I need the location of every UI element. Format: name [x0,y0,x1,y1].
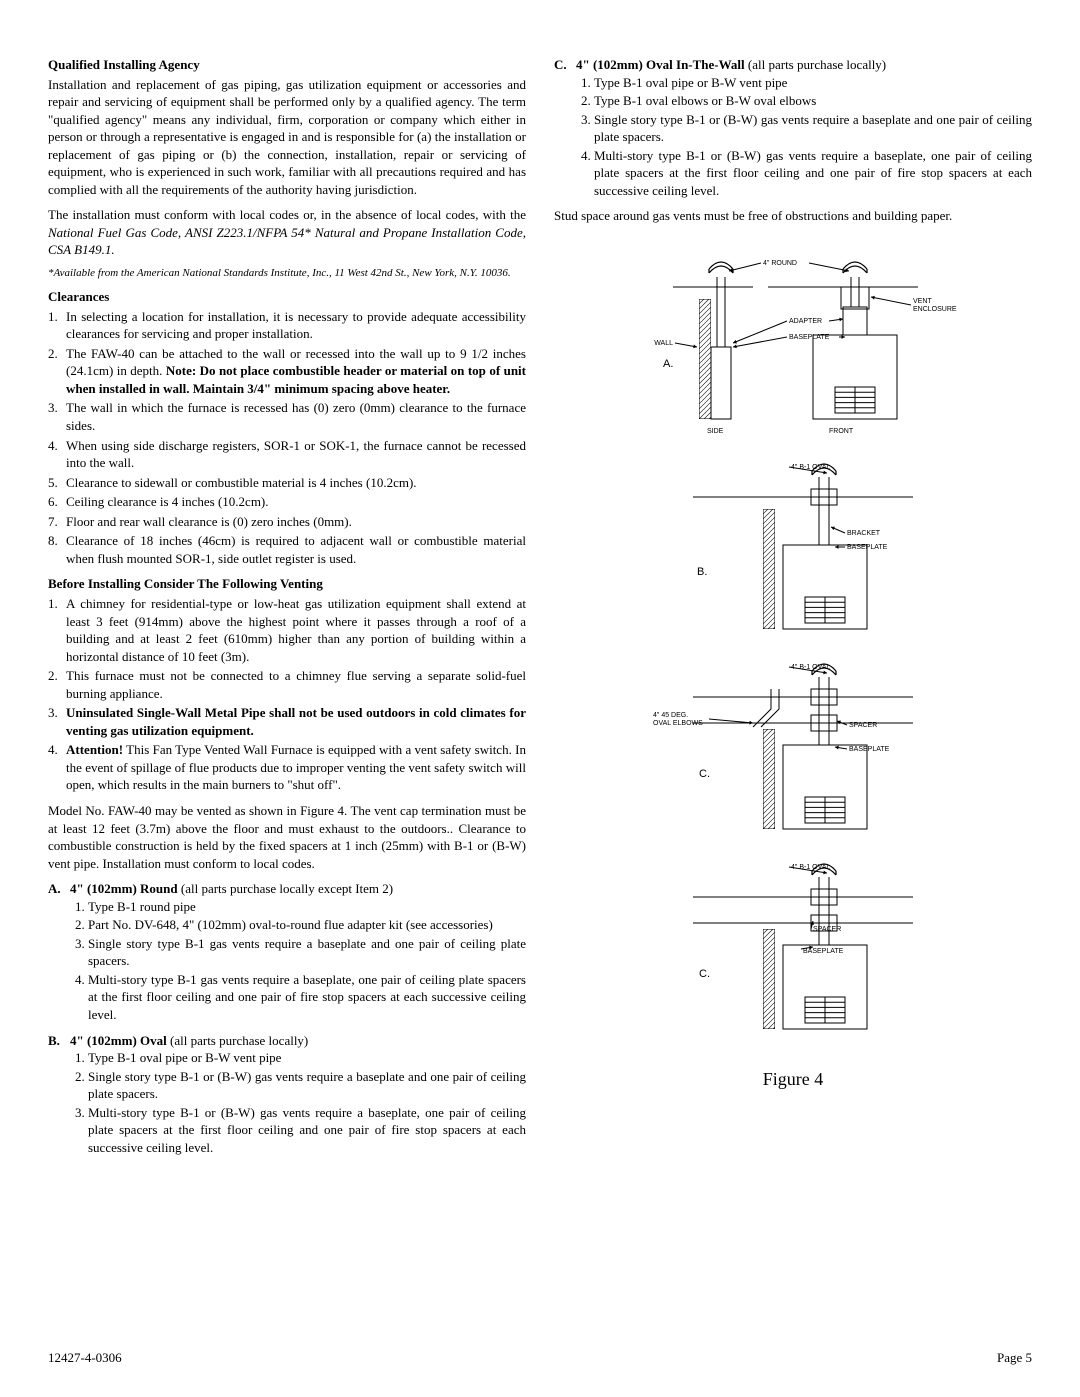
option-c: C.4" (102mm) Oval In-The-Wall (all parts… [554,56,1032,199]
list-item: 4.Attention! This Fan Type Vented Wall F… [48,741,526,794]
svg-text:4" 45 DEG.OVAL ELBOWS: 4" 45 DEG.OVAL ELBOWS [653,712,703,727]
list-item: 1.A chimney for residential-type or low-… [48,595,526,665]
svg-text:B.: B. [697,566,707,578]
footer-right: Page 5 [997,1349,1032,1367]
svg-text:SIDE: SIDE [707,428,724,435]
page-footer: 12427-4-0306 Page 5 [48,1349,1032,1367]
svg-text:4" ROUND: 4" ROUND [763,260,797,267]
svg-text:SPACER: SPACER [849,722,877,729]
svg-text:BRACKET: BRACKET [847,530,881,537]
footnote-ansi: *Available from the American National St… [48,267,526,280]
svg-text:BASEPLATE: BASEPLATE [847,544,888,551]
para-model: Model No. FAW-40 may be vented as shown … [48,802,526,872]
svg-text:SPACER: SPACER [813,926,841,933]
list-clearances: 1.In selecting a location for installati… [48,308,526,568]
footer-left: 12427-4-0306 [48,1349,122,1367]
para-qualified-agency: Installation and replacement of gas pipi… [48,76,526,199]
list-item: Multi-story type B-1 gas vents require a… [88,971,526,1024]
list-item: Part No. DV-648, 4" (102mm) oval-to-roun… [88,916,526,934]
heading-qualified-agency: Qualified Installing Agency [48,56,526,74]
list-item: Multi-story type B-1 or (B-W) gas vents … [88,1104,526,1157]
svg-text:FRONT: FRONT [829,428,854,435]
svg-text:WALL: WALL [654,340,673,347]
svg-text:C.: C. [699,768,710,780]
list-item: 5.Clearance to sidewall or combustible m… [48,474,526,492]
list-item: Single story type B-1 or (B-W) gas vents… [88,1068,526,1103]
list-item: 8.Clearance of 18 inches (46cm) is requi… [48,532,526,567]
para-stud-space: Stud space around gas vents must be free… [554,207,1032,225]
list-item: Single story type B-1 or (B-W) gas vents… [594,111,1032,146]
list-item: 7.Floor and rear wall clearance is (0) z… [48,513,526,531]
svg-text:VENTENCLOSURE: VENTENCLOSURE [913,298,957,313]
list-item: 2.The FAW-40 can be attached to the wall… [48,345,526,398]
list-item: Single story type B-1 gas vents require … [88,935,526,970]
list-venting: 1.A chimney for residential-type or low-… [48,595,526,794]
option-b: B.4" (102mm) Oval (all parts purchase lo… [48,1032,526,1157]
svg-text:ADAPTER: ADAPTER [789,318,822,325]
list-item: Multi-story type B-1 or (B-W) gas vents … [594,147,1032,200]
option-a: A.4" (102mm) Round (all parts purchase l… [48,880,526,1023]
svg-text:A.: A. [663,358,673,370]
list-item: Type B-1 oval pipe or B-W vent pipe [88,1049,526,1067]
right-column: C.4" (102mm) Oval In-The-Wall (all parts… [554,56,1032,1164]
figure-4: 4" ROUND VENTENCLOSURE ADAPTER BASEPLATE WAL… [554,237,1032,1092]
list-item: 2.This furnace must not be connected to … [48,667,526,702]
para-codes: The installation must conform with local… [48,206,526,259]
list-item: 3.The wall in which the furnace is reces… [48,399,526,434]
heading-clearances: Clearances [48,288,526,306]
list-vent-options-left: A.4" (102mm) Round (all parts purchase l… [48,880,526,1156]
svg-text:C.: C. [699,968,710,980]
figure-4-caption: Figure 4 [554,1067,1032,1091]
svg-text:BASEPLATE: BASEPLATE [849,746,890,753]
left-column: Qualified Installing Agency Installation… [48,56,526,1164]
list-item: 1.In selecting a location for installati… [48,308,526,343]
list-item: 4.When using side discharge registers, S… [48,437,526,472]
list-item: 3.Uninsulated Single-Wall Metal Pipe sha… [48,704,526,739]
figure-4-svg: 4" ROUND VENTENCLOSURE ADAPTER BASEPLATE WAL… [613,237,973,1057]
svg-text:BASEPLATE: BASEPLATE [803,948,844,955]
list-item: 6.Ceiling clearance is 4 inches (10.2cm)… [48,493,526,511]
list-item: Type B-1 oval pipe or B-W vent pipe [594,74,1032,92]
svg-text:BASEPLATE: BASEPLATE [789,334,830,341]
list-vent-options-right: C.4" (102mm) Oval In-The-Wall (all parts… [554,56,1032,199]
list-item: Type B-1 round pipe [88,898,526,916]
heading-venting: Before Installing Consider The Following… [48,575,526,593]
list-item: Type B-1 oval elbows or B-W oval elbows [594,92,1032,110]
